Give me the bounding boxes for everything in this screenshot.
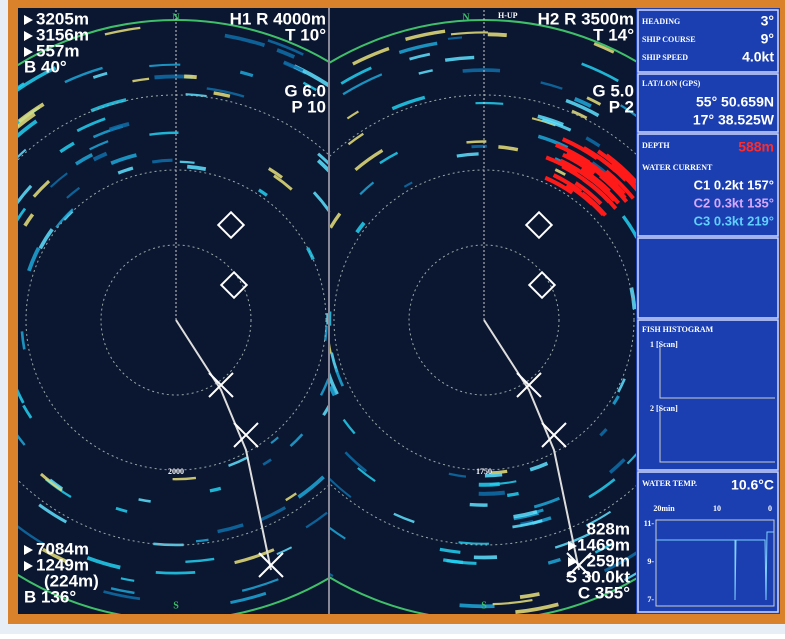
label: C1 0.2kt 157° <box>694 177 774 192</box>
echo <box>491 471 507 473</box>
label: FISH HISTOGRAM <box>642 325 714 334</box>
label: 10.6°C <box>731 477 774 493</box>
label: SHIP COURSE <box>642 35 696 44</box>
label: B 40° <box>24 57 67 76</box>
label: P 10 <box>291 97 326 116</box>
echo <box>470 505 488 506</box>
label: 9- <box>647 557 654 566</box>
label: 4.0kt <box>742 49 774 65</box>
label: 20min <box>653 504 675 513</box>
label: N <box>462 12 470 23</box>
label: C3 0.3kt 219° <box>694 213 774 228</box>
label: DEPTH <box>642 141 670 150</box>
label: WATER CURRENT <box>642 163 713 172</box>
label: B 136° <box>24 587 76 606</box>
echo <box>152 160 172 162</box>
label: S <box>173 600 179 611</box>
echo <box>488 34 507 35</box>
label: 3° <box>761 13 774 29</box>
label: C 355° <box>578 583 630 602</box>
label: T 10° <box>285 25 326 44</box>
label: 588m <box>738 139 774 155</box>
label: 55° 50.659N <box>696 94 774 110</box>
label: 11- <box>644 519 655 528</box>
label: T 14° <box>593 25 634 44</box>
echo <box>325 326 326 341</box>
echo <box>180 162 195 163</box>
label: WATER TEMP. <box>642 479 697 488</box>
label: P 2 <box>609 97 634 116</box>
echo <box>463 70 500 71</box>
echo <box>479 493 505 494</box>
label: 1 [Scan] <box>650 340 678 349</box>
echo <box>475 103 503 104</box>
label: N <box>172 12 180 23</box>
echo <box>156 572 195 573</box>
echo <box>187 167 206 170</box>
label: LAT/LON (GPS) <box>642 79 701 88</box>
echo <box>507 494 518 496</box>
echo <box>184 76 197 77</box>
label: HEADING <box>642 17 680 26</box>
echo <box>173 478 196 479</box>
label: 0 <box>768 504 772 513</box>
label: 2 [Scan] <box>650 404 678 413</box>
label: 17° 38.525W <box>693 112 775 128</box>
label: 9° <box>761 31 774 47</box>
echo <box>466 142 486 143</box>
label: 1750 <box>476 467 492 476</box>
label: C2 0.3kt 135° <box>694 195 774 210</box>
label: SHIP SPEED <box>642 53 688 62</box>
label: H-UP <box>498 11 518 20</box>
label: 2000 <box>168 467 184 476</box>
label: S <box>481 600 487 611</box>
echo <box>196 540 208 541</box>
label: 7- <box>647 595 654 604</box>
echo <box>460 605 495 606</box>
label: 10 <box>713 504 721 513</box>
